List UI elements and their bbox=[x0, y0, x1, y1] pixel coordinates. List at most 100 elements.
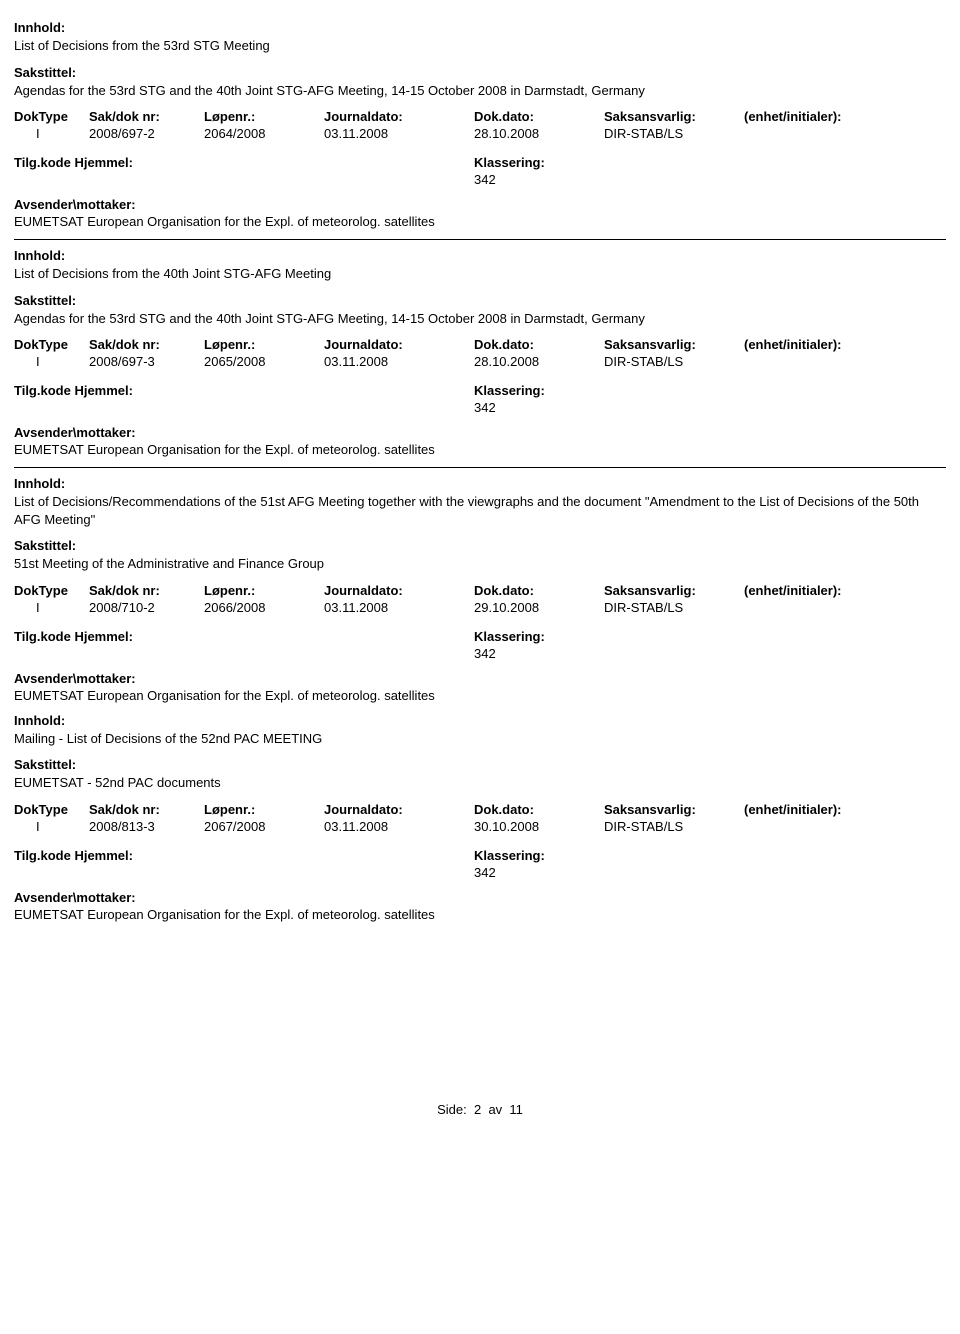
klassering-value: 342 bbox=[474, 172, 946, 187]
val-lopenr: 2067/2008 bbox=[204, 819, 324, 834]
val-dokdato: 28.10.2008 bbox=[474, 354, 604, 369]
entry-divider bbox=[14, 467, 946, 468]
col-saksansvarlig: Saksansvarlig: bbox=[604, 802, 744, 817]
avsender-text: EUMETSAT European Organisation for the E… bbox=[14, 214, 946, 229]
journal-entry: Innhold: Mailing - List of Decisions of … bbox=[14, 713, 946, 922]
tilg-klassering-row: Tilg.kode Hjemmel: Klassering: bbox=[14, 155, 946, 170]
val-journaldato: 03.11.2008 bbox=[324, 354, 474, 369]
innhold-label: Innhold: bbox=[14, 713, 946, 728]
avsender-text: EUMETSAT European Organisation for the E… bbox=[14, 442, 946, 457]
columns-header: DokType Sak/dok nr: Løpenr.: Journaldato… bbox=[14, 802, 946, 817]
klassering-value: 342 bbox=[474, 865, 946, 880]
pager-prefix: Side: bbox=[437, 1102, 467, 1117]
val-dokdato: 28.10.2008 bbox=[474, 126, 604, 141]
val-sakdok: 2008/710-2 bbox=[89, 600, 204, 615]
tilgkode-hjemmel-label: Tilg.kode Hjemmel: bbox=[14, 155, 474, 170]
col-enhet: (enhet/initialer): bbox=[744, 109, 884, 124]
page-indicator: Side: 2 av 11 bbox=[14, 1102, 946, 1117]
innhold-label: Innhold: bbox=[14, 248, 946, 263]
entries-list: Innhold: List of Decisions from the 53rd… bbox=[14, 20, 946, 922]
val-journaldato: 03.11.2008 bbox=[324, 819, 474, 834]
col-dokdato: Dok.dato: bbox=[474, 109, 604, 124]
columns-values: I 2008/697-3 2065/2008 03.11.2008 28.10.… bbox=[14, 354, 946, 369]
col-doktype: DokType bbox=[14, 337, 89, 352]
innhold-label: Innhold: bbox=[14, 20, 946, 35]
col-enhet: (enhet/initialer): bbox=[744, 583, 884, 598]
col-journaldato: Journaldato: bbox=[324, 802, 474, 817]
pager-sep: av bbox=[488, 1102, 502, 1117]
val-dokdato: 29.10.2008 bbox=[474, 600, 604, 615]
val-journaldato: 03.11.2008 bbox=[324, 126, 474, 141]
val-doktype: I bbox=[14, 600, 89, 615]
sakstittel-text: Agendas for the 53rd STG and the 40th Jo… bbox=[14, 310, 946, 328]
val-saksansvarlig: DIR-STAB/LS bbox=[604, 819, 744, 834]
sakstittel-label: Sakstittel: bbox=[14, 293, 946, 308]
innhold-text: List of Decisions/Recommendations of the… bbox=[14, 493, 946, 528]
journal-entry: Innhold: List of Decisions from the 40th… bbox=[14, 248, 946, 468]
columns-values: I 2008/813-3 2067/2008 03.11.2008 30.10.… bbox=[14, 819, 946, 834]
innhold-text: List of Decisions from the 40th Joint ST… bbox=[14, 265, 946, 283]
klassering-label: Klassering: bbox=[474, 155, 545, 170]
avsender-label: Avsender\mottaker: bbox=[14, 425, 946, 440]
tilg-klassering-row: Tilg.kode Hjemmel: Klassering: bbox=[14, 629, 946, 644]
col-enhet: (enhet/initialer): bbox=[744, 337, 884, 352]
journal-entry: Innhold: List of Decisions from the 53rd… bbox=[14, 20, 946, 240]
pager-current: 2 bbox=[474, 1102, 481, 1117]
val-journaldato: 03.11.2008 bbox=[324, 600, 474, 615]
col-doktype: DokType bbox=[14, 109, 89, 124]
klassering-value: 342 bbox=[474, 646, 946, 661]
sakstittel-label: Sakstittel: bbox=[14, 757, 946, 772]
col-journaldato: Journaldato: bbox=[324, 583, 474, 598]
col-saksansvarlig: Saksansvarlig: bbox=[604, 583, 744, 598]
sakstittel-label: Sakstittel: bbox=[14, 65, 946, 80]
col-lopenr: Løpenr.: bbox=[204, 337, 324, 352]
val-doktype: I bbox=[14, 354, 89, 369]
col-journaldato: Journaldato: bbox=[324, 337, 474, 352]
val-saksansvarlig: DIR-STAB/LS bbox=[604, 126, 744, 141]
journal-entry: Innhold: List of Decisions/Recommendatio… bbox=[14, 476, 946, 703]
sakstittel-text: Agendas for the 53rd STG and the 40th Jo… bbox=[14, 82, 946, 100]
innhold-text: Mailing - List of Decisions of the 52nd … bbox=[14, 730, 946, 748]
tilgkode-hjemmel-label: Tilg.kode Hjemmel: bbox=[14, 383, 474, 398]
col-sakdok: Sak/dok nr: bbox=[89, 337, 204, 352]
pager-total: 11 bbox=[509, 1102, 523, 1117]
klassering-value: 342 bbox=[474, 400, 946, 415]
col-sakdok: Sak/dok nr: bbox=[89, 109, 204, 124]
columns-values: I 2008/697-2 2064/2008 03.11.2008 28.10.… bbox=[14, 126, 946, 141]
avsender-label: Avsender\mottaker: bbox=[14, 890, 946, 905]
val-saksansvarlig: DIR-STAB/LS bbox=[604, 354, 744, 369]
col-lopenr: Løpenr.: bbox=[204, 109, 324, 124]
columns-header: DokType Sak/dok nr: Løpenr.: Journaldato… bbox=[14, 583, 946, 598]
avsender-text: EUMETSAT European Organisation for the E… bbox=[14, 907, 946, 922]
col-dokdato: Dok.dato: bbox=[474, 802, 604, 817]
sakstittel-label: Sakstittel: bbox=[14, 538, 946, 553]
col-lopenr: Løpenr.: bbox=[204, 802, 324, 817]
col-lopenr: Løpenr.: bbox=[204, 583, 324, 598]
val-sakdok: 2008/813-3 bbox=[89, 819, 204, 834]
val-sakdok: 2008/697-3 bbox=[89, 354, 204, 369]
avsender-label: Avsender\mottaker: bbox=[14, 197, 946, 212]
col-saksansvarlig: Saksansvarlig: bbox=[604, 337, 744, 352]
klassering-label: Klassering: bbox=[474, 629, 545, 644]
col-dokdato: Dok.dato: bbox=[474, 337, 604, 352]
innhold-label: Innhold: bbox=[14, 476, 946, 491]
klassering-label: Klassering: bbox=[474, 848, 545, 863]
val-lopenr: 2064/2008 bbox=[204, 126, 324, 141]
col-journaldato: Journaldato: bbox=[324, 109, 474, 124]
val-saksansvarlig: DIR-STAB/LS bbox=[604, 600, 744, 615]
col-dokdato: Dok.dato: bbox=[474, 583, 604, 598]
val-lopenr: 2066/2008 bbox=[204, 600, 324, 615]
col-doktype: DokType bbox=[14, 802, 89, 817]
col-sakdok: Sak/dok nr: bbox=[89, 583, 204, 598]
sakstittel-text: 51st Meeting of the Administrative and F… bbox=[14, 555, 946, 573]
col-saksansvarlig: Saksansvarlig: bbox=[604, 109, 744, 124]
entry-divider bbox=[14, 239, 946, 240]
col-enhet: (enhet/initialer): bbox=[744, 802, 884, 817]
tilgkode-hjemmel-label: Tilg.kode Hjemmel: bbox=[14, 848, 474, 863]
columns-values: I 2008/710-2 2066/2008 03.11.2008 29.10.… bbox=[14, 600, 946, 615]
tilg-klassering-row: Tilg.kode Hjemmel: Klassering: bbox=[14, 848, 946, 863]
sakstittel-text: EUMETSAT - 52nd PAC documents bbox=[14, 774, 946, 792]
val-sakdok: 2008/697-2 bbox=[89, 126, 204, 141]
val-lopenr: 2065/2008 bbox=[204, 354, 324, 369]
klassering-label: Klassering: bbox=[474, 383, 545, 398]
